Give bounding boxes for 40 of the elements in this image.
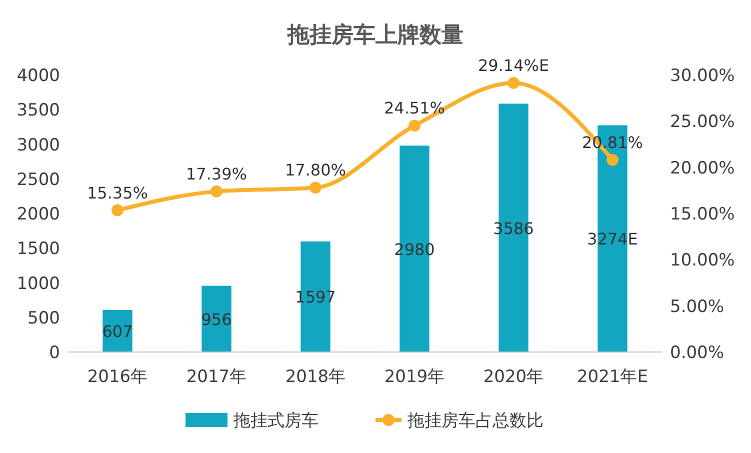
y2-tick-label: 25.00%	[670, 112, 735, 132]
data-label: 17.39%	[186, 164, 248, 184]
chart-title: 拖挂房车上牌数量	[286, 22, 464, 48]
y-tick-label: 3500	[16, 100, 60, 121]
y-tick-label: 2000	[16, 204, 60, 224]
y2-tick-label: 0.00%	[670, 343, 724, 363]
legend-label: 拖挂房车占总数比	[406, 411, 544, 431]
point	[310, 182, 322, 194]
x-tick-label: 2018年	[285, 367, 346, 387]
y2-tick-label: 20.00%	[670, 158, 735, 178]
x-tick-label: 2017年	[186, 367, 247, 387]
x-tick-label: 2016年	[87, 367, 148, 387]
point	[408, 120, 420, 132]
data-label: 24.51%	[384, 98, 446, 118]
data-label: 956	[201, 310, 232, 329]
data-label: 17.80%	[284, 160, 346, 180]
x-tick-label: 2019年	[384, 367, 445, 387]
y-tick-label: 1500	[16, 239, 60, 260]
data-label: 20.81%	[582, 132, 644, 152]
y-tick-label: 3000	[16, 135, 60, 156]
x-tick-label: 2021年E	[576, 367, 648, 387]
point	[112, 204, 124, 216]
y2-tick-label: 10.00%	[670, 250, 735, 271]
data-label: 607	[102, 322, 133, 341]
point	[508, 76, 520, 89]
y-tick-label: 0	[49, 343, 60, 363]
point	[210, 185, 222, 198]
data-label: 29.14%E	[478, 56, 550, 75]
y-tick-label: 500	[28, 308, 60, 328]
bar	[202, 286, 232, 352]
y-tick-label: 1000	[16, 274, 60, 294]
legend-label: 拖挂式房车	[232, 411, 318, 431]
point	[606, 154, 618, 166]
y2-tick-label: 30.00%	[670, 66, 735, 86]
data-label: 15.35%	[86, 183, 148, 202]
x-tick-label: 2020年	[483, 367, 544, 387]
y2-tick-label: 15.00%	[670, 204, 735, 224]
y-tick-label: 4000	[16, 66, 60, 86]
y-tick-label: 2500	[16, 170, 60, 190]
y2-tick-label: 5.00%	[670, 296, 724, 317]
